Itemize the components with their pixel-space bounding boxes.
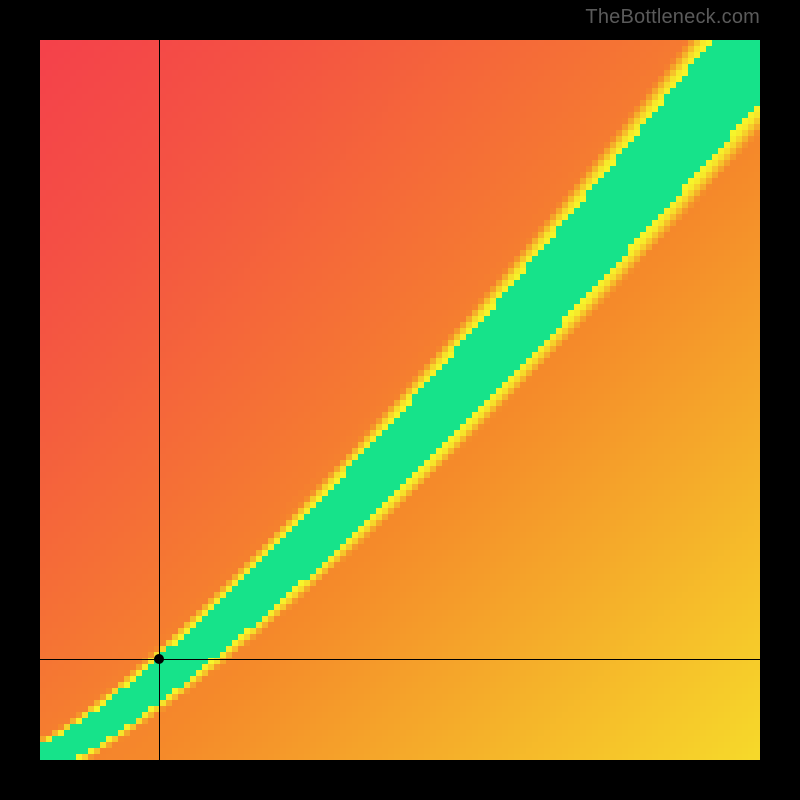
crosshair-horizontal	[40, 659, 760, 660]
crosshair-marker-dot	[154, 654, 164, 664]
bottleneck-heatmap	[40, 40, 760, 760]
crosshair-vertical	[159, 40, 160, 760]
watermark-text: TheBottleneck.com	[585, 6, 760, 29]
plot-area	[40, 40, 760, 760]
